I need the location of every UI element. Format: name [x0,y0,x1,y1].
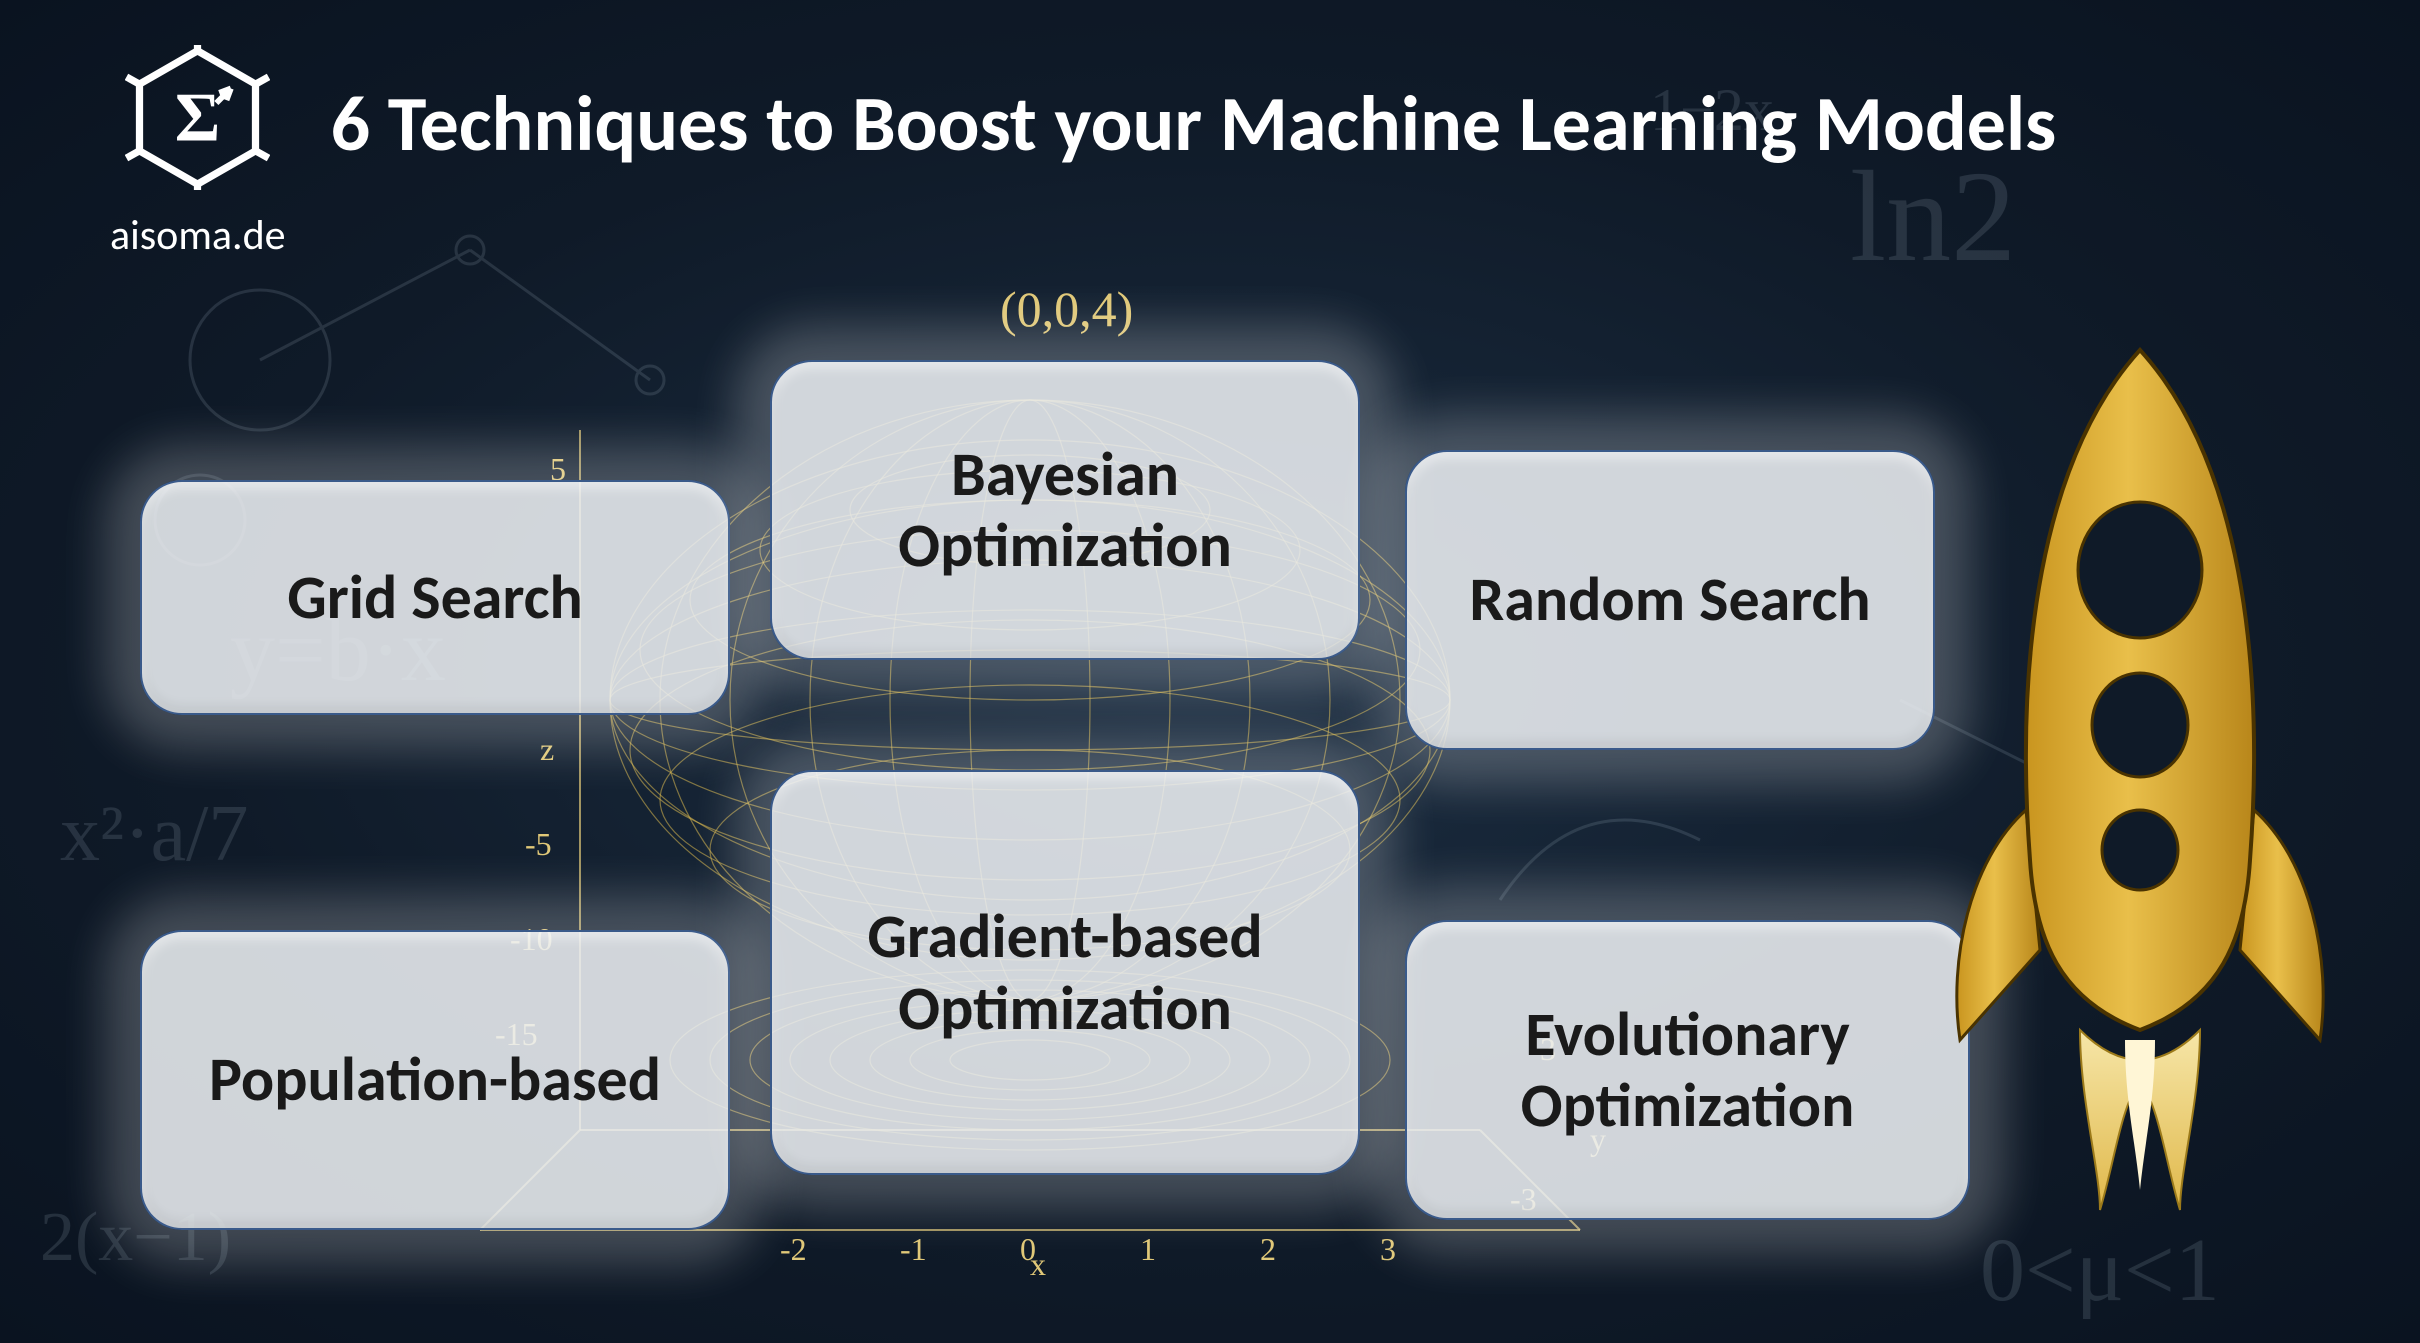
card-bayesian: Bayesian Optimization [770,360,1360,660]
svg-text:2: 2 [1260,1231,1276,1267]
card-label: Gradient-based Optimization [812,901,1318,1044]
page-title: 6 Techniques to Boost your Machine Learn… [331,76,2057,171]
logo-block: Σ aisoma.de [110,45,286,261]
rocket-icon [1930,340,2350,1220]
coord-origin-label: (0,0,4) [1000,280,1133,338]
svg-text:-5: -5 [525,826,552,862]
svg-text:z: z [540,731,554,767]
card-gradient: Gradient-based Optimization [770,770,1360,1175]
card-label: Random Search [1469,564,1870,635]
svg-text:x: x [1030,1246,1046,1280]
svg-text:x²·a/7: x²·a/7 [60,790,248,878]
logo-label: aisoma.de [110,210,286,261]
card-label: Evolutionary Optimization [1447,999,1928,1142]
card-label: Population-based [209,1044,661,1115]
svg-text:0<μ<1: 0<μ<1 [1980,1221,2220,1320]
header: Σ aisoma.de 6 Techniques to Boost your M… [110,45,2360,261]
card-population: Population-based [140,930,730,1230]
logo-hexagon-icon: Σ [125,45,270,190]
svg-text:1: 1 [1140,1231,1156,1267]
card-label: Grid Search [287,562,583,633]
svg-text:-2: -2 [780,1231,807,1267]
card-grid-search: Grid Search [140,480,730,715]
card-evolutionary: Evolutionary Optimization [1405,920,1970,1220]
svg-text:-1: -1 [900,1231,927,1267]
card-label: Bayesian Optimization [812,439,1318,582]
svg-text:3: 3 [1380,1231,1396,1267]
svg-text:0: 0 [1020,1231,1036,1267]
svg-text:Σ: Σ [175,80,221,157]
card-random-search: Random Search [1405,450,1935,750]
